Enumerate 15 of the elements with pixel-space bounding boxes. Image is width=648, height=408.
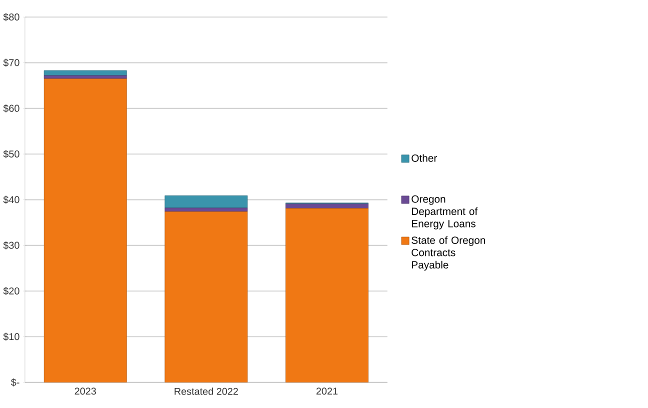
legend-label: Oregon Department of Energy Loans <box>412 195 478 230</box>
y-tick-label: $- <box>10 378 20 386</box>
y-tick-label: $20 <box>3 287 20 296</box>
y-tick-label: $70 <box>3 58 20 67</box>
x-tick-label: 2021 <box>316 388 338 395</box>
y-tick-label: $30 <box>3 241 20 250</box>
y-tick-label: $10 <box>3 332 20 341</box>
x-tick-label: 2023 <box>74 388 96 395</box>
legend-label: Other <box>412 154 437 162</box>
y-tick-label: $80 <box>3 13 20 22</box>
y-tick-label: $60 <box>3 104 20 112</box>
legend-label: State of Oregon Contracts Payable <box>412 236 486 271</box>
y-tick-label: $40 <box>3 196 20 204</box>
y-tick-label: $50 <box>3 150 20 158</box>
x-tick-label: Restated 2022 <box>174 388 238 395</box>
